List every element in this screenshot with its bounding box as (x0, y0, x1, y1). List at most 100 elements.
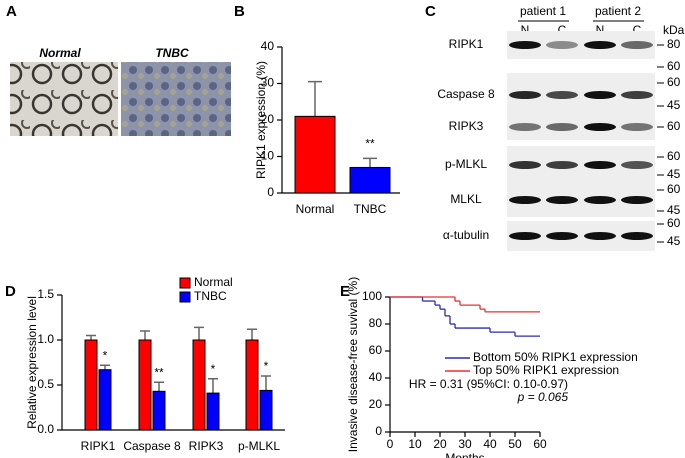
x-tick-label: 20 (433, 437, 447, 451)
error-bar (140, 330, 150, 340)
x-tick-label: 40 (483, 437, 497, 451)
bar (294, 115, 336, 194)
marker-label: 60 (667, 59, 681, 73)
unit-label: kDa (663, 23, 685, 37)
error-bar (208, 377, 218, 394)
blot-band (509, 232, 541, 240)
x-tick-label: RIPK3 (189, 439, 224, 453)
blot-band (546, 196, 578, 204)
annotation: p = 0.065 (517, 390, 569, 404)
marker-label: 45 (667, 203, 681, 217)
panel-label: E (340, 283, 350, 300)
blot-band (546, 41, 578, 49)
error-bar (100, 364, 110, 370)
x-tick-label: Normal (296, 202, 335, 216)
y-tick-label: 0.5 (37, 377, 54, 391)
x-tick-label: 60 (533, 437, 547, 451)
blot-band (509, 41, 541, 49)
error-bar (86, 334, 96, 340)
marker-label: 80 (667, 37, 681, 51)
x-tick-label: 30 (458, 437, 472, 451)
y-tick-label: 40 (261, 39, 275, 53)
histology-image (121, 62, 231, 136)
bar (84, 339, 98, 431)
blot-band (546, 123, 578, 131)
error-bar (247, 328, 257, 340)
blot-band (546, 161, 578, 169)
error-bar (308, 80, 322, 117)
x-tick-label: TNBC (354, 202, 387, 216)
y-tick-label: 0 (267, 185, 274, 199)
y-tick-label: 20 (369, 397, 383, 411)
blot-band (584, 91, 616, 99)
lane-label: N (596, 23, 605, 37)
y-axis-label: RIPK1 expression (%) (254, 61, 268, 179)
marker-label: 60 (667, 216, 681, 230)
lane-label: N (521, 23, 530, 37)
legend-label: TNBC (194, 289, 227, 303)
blot-band (546, 91, 578, 99)
error-bar (194, 326, 204, 340)
panel-label: C (425, 3, 436, 20)
panel-label: A (6, 3, 17, 20)
blot-band (584, 196, 616, 204)
panel-label: D (5, 283, 16, 300)
legend-label: Top 50% RIPK1 expression (473, 363, 619, 377)
legend-swatch (179, 291, 191, 303)
blot-band (546, 232, 578, 240)
blot-band (509, 161, 541, 169)
legend-label: Normal (194, 275, 233, 289)
image-label: Normal (39, 46, 81, 60)
blot-band (584, 161, 616, 169)
marker-label: 45 (667, 98, 681, 112)
bar (349, 166, 391, 194)
patient-label: patient 1 (520, 4, 566, 18)
annotation: HR = 0.31 (95%CI: 0.10-0.97) (409, 377, 568, 391)
row-label: RIPK1 (449, 37, 484, 51)
y-tick-label: 10 (261, 149, 275, 163)
x-axis-label: Months (445, 451, 484, 458)
lane-label: C (558, 23, 567, 37)
y-tick-label: 30 (261, 76, 275, 90)
row-label: Caspase 8 (437, 87, 495, 101)
marker-label: 60 (667, 149, 681, 163)
patient-label: patient 2 (595, 4, 641, 18)
bar (206, 392, 220, 431)
x-tick-label: 10 (408, 437, 422, 451)
marker-label: 45 (667, 234, 681, 248)
bar (138, 339, 152, 431)
y-tick-label: 0 (375, 424, 382, 438)
significance: * (211, 362, 216, 376)
significance: * (264, 359, 269, 373)
bar (259, 389, 273, 431)
x-tick-label: 50 (508, 437, 522, 451)
marker-label: 60 (667, 75, 681, 89)
x-tick-label: RIPK1 (81, 439, 116, 453)
error-bar (154, 381, 164, 392)
blot-band (509, 196, 541, 204)
y-tick-label: 1.5 (37, 287, 54, 301)
significance: ** (365, 136, 375, 150)
blot-band (621, 91, 653, 99)
error-bar (363, 157, 377, 168)
blot-band (584, 123, 616, 131)
blot-band (509, 91, 541, 99)
blot-band (584, 232, 616, 240)
blot-band (584, 41, 616, 49)
bar (245, 339, 259, 431)
legend-label: Bottom 50% RIPK1 expression (473, 350, 638, 364)
y-tick-label: 0.0 (37, 422, 54, 436)
y-tick-label: 40 (369, 370, 383, 384)
bar (98, 369, 112, 431)
panel-label: B (234, 3, 245, 20)
y-axis-label: Relative expression level (25, 296, 39, 429)
blot-band (621, 123, 653, 131)
image-label: TNBC (155, 46, 189, 60)
blot-band (621, 41, 653, 49)
y-tick-label: 100 (362, 289, 382, 303)
y-tick-label: 20 (261, 112, 275, 126)
row-label: RIPK3 (449, 119, 484, 133)
y-tick-label: 80 (369, 316, 383, 330)
blot-band (621, 161, 653, 169)
